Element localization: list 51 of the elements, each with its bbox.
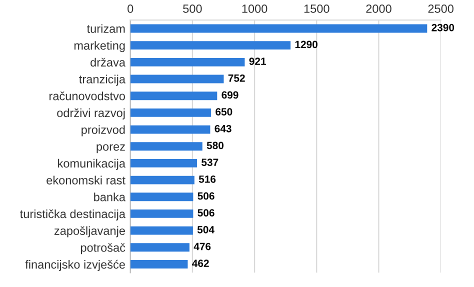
x-tick-label: 1000: [242, 4, 268, 13]
bar: [130, 176, 194, 184]
x-tick-label: 0: [128, 4, 134, 13]
y-tick-label: potrošač: [80, 243, 126, 254]
data-label: 462: [192, 260, 209, 268]
data-label: 643: [214, 124, 232, 132]
y-tick-label: zapošljavanje: [54, 226, 125, 238]
x-tick-label: 2000: [366, 4, 392, 13]
bar: [130, 142, 202, 151]
data-label: 650: [216, 108, 232, 116]
y-tick-label: turistička destinacija: [20, 209, 126, 220]
data-label: 1290: [295, 40, 318, 48]
y-tick-label: komunikacija: [58, 158, 126, 170]
data-label: 537: [202, 158, 218, 166]
data-label: 516: [198, 175, 216, 183]
bar: [130, 108, 212, 117]
bar: [130, 159, 198, 168]
data-label: 699: [222, 91, 238, 99]
bar: [130, 92, 218, 100]
x-tick-label: 1500: [304, 4, 330, 13]
data-label: 506: [198, 209, 214, 217]
data-label: 504: [197, 226, 214, 234]
data-label: 580: [206, 142, 224, 150]
data-label: 921: [249, 58, 266, 65]
bar: [130, 192, 194, 202]
y-tick-label: država: [90, 58, 126, 67]
data-label: 2390: [432, 24, 454, 32]
y-tick-label: proizvod: [82, 125, 125, 136]
y-tick-label: računovodstvo: [49, 92, 125, 100]
y-tick-label: ekonomski rast: [46, 176, 126, 184]
bar: [130, 210, 194, 218]
y-tick-label: financijsko izvješće: [25, 260, 125, 272]
bar: [130, 243, 190, 252]
y-tick-label: turizam: [86, 24, 125, 33]
bar: [130, 74, 224, 84]
y-tick-label: porez: [96, 144, 125, 154]
y-tick-label: održivi razvoj: [57, 108, 125, 120]
bar: [130, 226, 193, 235]
data-label: 476: [194, 242, 211, 250]
data-label: 506: [198, 192, 214, 200]
bar: [130, 125, 210, 134]
data-label: 752: [228, 74, 245, 82]
bar: [130, 260, 188, 268]
y-tick-label: tranzicija: [79, 74, 126, 86]
bar: [130, 24, 428, 33]
y-tick-label: marketing: [74, 41, 125, 52]
x-tick-label: 500: [183, 4, 202, 13]
bar: [130, 58, 245, 66]
bar: [130, 41, 291, 50]
x-tick-label: 2500: [428, 4, 454, 13]
y-tick-label: banka: [94, 192, 126, 202]
